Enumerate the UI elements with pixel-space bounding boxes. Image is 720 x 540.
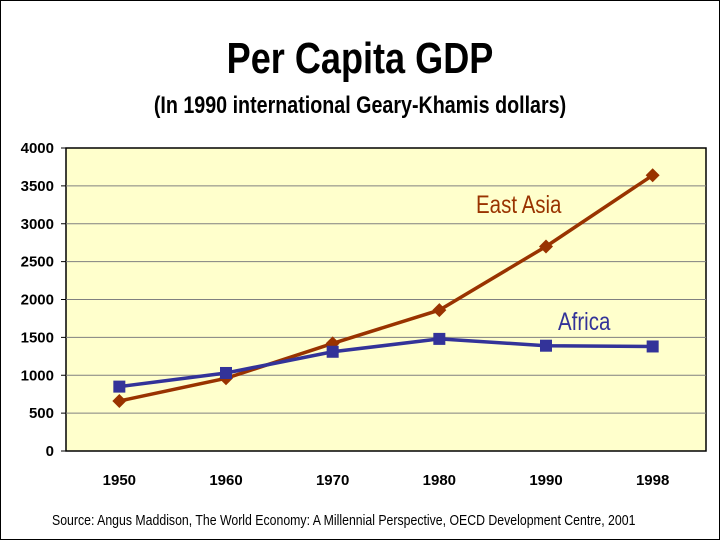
data-point-square bbox=[433, 332, 446, 345]
data-point-square bbox=[326, 345, 339, 358]
x-tick-label: 1990 bbox=[529, 472, 562, 489]
data-point-square bbox=[220, 366, 232, 379]
y-tick-label: 2500 bbox=[21, 254, 54, 271]
data-point-diamond bbox=[645, 168, 660, 183]
x-tick-label: 1950 bbox=[103, 472, 136, 489]
data-point-diamond bbox=[539, 239, 553, 254]
x-tick-label: 1970 bbox=[316, 472, 349, 489]
y-tick-label: 3500 bbox=[21, 178, 54, 195]
y-tick-label: 1500 bbox=[21, 329, 54, 346]
x-tick-label: 1998 bbox=[636, 472, 669, 489]
x-tick-label: 1980 bbox=[423, 472, 456, 489]
chart-title: Per Capita GDP bbox=[226, 34, 494, 83]
x-tick-label: 1960 bbox=[209, 472, 242, 489]
y-tick-label: 4000 bbox=[21, 140, 54, 157]
chart-subtitle: (In 1990 international Geary-Khamis doll… bbox=[153, 92, 567, 119]
y-tick-label: 3000 bbox=[21, 216, 54, 233]
data-point-diamond bbox=[112, 394, 127, 409]
data-point-square bbox=[540, 339, 552, 352]
y-tick-label: 500 bbox=[29, 405, 54, 422]
y-tick-label: 2000 bbox=[21, 292, 54, 309]
data-point-square bbox=[113, 380, 126, 393]
data-point-diamond bbox=[432, 303, 447, 318]
legend-label: Africa bbox=[558, 307, 611, 335]
y-tick-label: 0 bbox=[46, 443, 54, 460]
y-tick-label: 1000 bbox=[21, 367, 54, 384]
source-note: Source: Angus Maddison, The World Econom… bbox=[52, 512, 636, 529]
series-line-east-asia bbox=[118, 173, 654, 403]
data-point-square bbox=[646, 340, 659, 353]
legend-label: East Asia bbox=[476, 190, 562, 218]
series-line-africa bbox=[119, 337, 653, 389]
